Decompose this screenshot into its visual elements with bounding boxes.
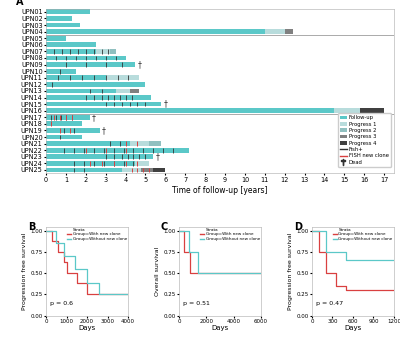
Bar (46, 49, 96, 54)
Bar (46, 161, 136, 166)
Bar (96, 49, 110, 54)
Text: A: A (16, 0, 24, 7)
Y-axis label: Overall survival: Overall survival (156, 246, 160, 296)
Bar (46, 154, 153, 159)
Bar (46, 69, 76, 73)
Bar (46, 95, 151, 100)
Bar (334, 108, 360, 113)
X-axis label: Time of follow-up [years]: Time of follow-up [years] (172, 186, 268, 194)
Bar (46, 36, 66, 40)
Bar (46, 121, 82, 126)
Bar (46, 88, 116, 93)
Bar (46, 128, 100, 133)
Text: p = 0.51: p = 0.51 (183, 301, 210, 306)
Bar (46, 141, 130, 146)
X-axis label: Days: Days (78, 326, 96, 331)
Bar (360, 108, 384, 113)
Text: D: D (294, 222, 302, 232)
Bar (46, 108, 334, 113)
Bar (46, 115, 90, 120)
X-axis label: Days: Days (344, 326, 362, 331)
Text: C: C (161, 222, 168, 232)
Bar (46, 16, 72, 21)
Bar (142, 168, 153, 172)
Bar (46, 75, 106, 80)
Bar (46, 43, 96, 47)
Bar (46, 102, 161, 106)
Bar (285, 29, 292, 34)
Text: †: † (102, 126, 106, 135)
Bar (46, 23, 80, 27)
Text: p = 0.6: p = 0.6 (50, 301, 73, 306)
Text: †: † (92, 113, 96, 122)
Text: †: † (138, 60, 142, 69)
Y-axis label: Progression free survival: Progression free survival (22, 232, 28, 310)
Bar (130, 141, 150, 146)
Legend: Strata, Group=With new clone, Group=Without new clone: Strata, Group=With new clone, Group=With… (67, 227, 127, 241)
Bar (110, 49, 116, 54)
X-axis label: Days: Days (211, 326, 229, 331)
Bar (136, 161, 150, 166)
Bar (116, 88, 130, 93)
Bar (46, 148, 189, 153)
Bar (46, 62, 136, 67)
Bar (46, 135, 82, 139)
Bar (106, 75, 140, 80)
Text: B: B (28, 222, 35, 232)
Bar (150, 141, 161, 146)
Text: †: † (164, 99, 168, 109)
Bar (46, 168, 122, 172)
Bar (46, 29, 265, 34)
Text: †: † (156, 152, 160, 161)
Text: p = 0.47: p = 0.47 (316, 301, 343, 306)
Bar (130, 88, 140, 93)
Bar (46, 56, 126, 60)
Y-axis label: Progression free survival: Progression free survival (288, 232, 294, 310)
Bar (46, 10, 90, 14)
Legend: Strata, Group=With new clone, Group=Without new clone: Strata, Group=With new clone, Group=With… (333, 227, 393, 241)
Bar (153, 168, 165, 172)
Legend: Strata, Group=With new clone, Group=Without new clone: Strata, Group=With new clone, Group=With… (200, 227, 260, 241)
Legend: Follow-up, Progress 1, Progress 2, Progress 3, Progress 4, Fish+, FISH new clone: Follow-up, Progress 1, Progress 2, Progr… (338, 113, 391, 167)
Bar (46, 82, 146, 87)
Bar (122, 168, 142, 172)
Bar (265, 29, 285, 34)
